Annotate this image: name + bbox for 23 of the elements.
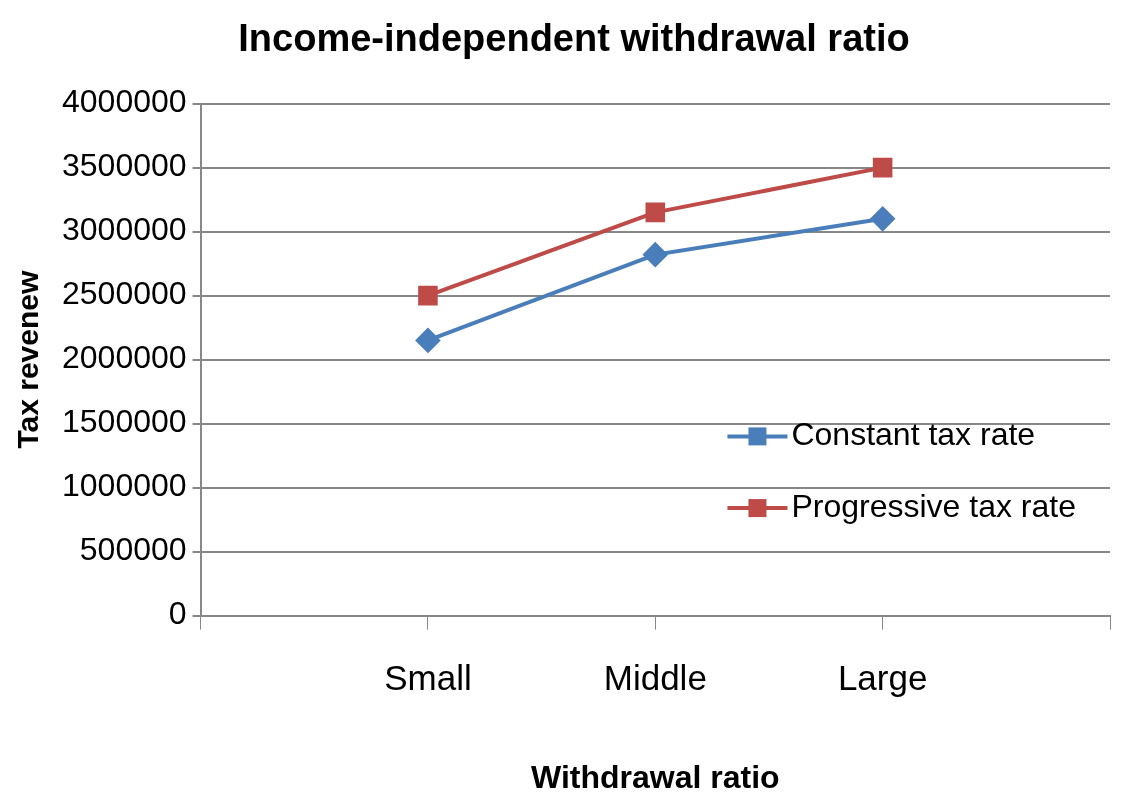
x-tick-label: Small <box>384 658 472 698</box>
y-tick-label: 3000000 <box>62 211 187 248</box>
point <box>418 285 438 306</box>
y-tick-label: 3500000 <box>62 147 187 184</box>
chart-title: Income-independent withdrawal ratio <box>238 17 910 60</box>
legend-label: Progressive tax rate <box>791 487 1076 524</box>
y-tick-label: 500000 <box>79 531 187 568</box>
y-tick-label: 0 <box>168 595 187 632</box>
point <box>870 206 895 231</box>
point <box>415 328 440 353</box>
y-tick-label: 2000000 <box>62 339 187 376</box>
point <box>872 157 893 178</box>
x-axis-title: Withdrawal ratio <box>530 758 780 795</box>
y-tick-label: 1500000 <box>62 403 187 440</box>
point <box>645 202 666 223</box>
y-tick-label: 4000000 <box>62 83 187 120</box>
y-tick-label: 2500000 <box>62 275 187 312</box>
y-axis-title: Tax revenew <box>11 270 45 449</box>
y-tick-label: 1000000 <box>62 467 187 504</box>
x-tick-label: Middle <box>603 658 707 698</box>
x-tick-label: Large <box>837 658 928 698</box>
legend-label: Constant tax rate <box>791 416 1036 453</box>
point <box>643 242 668 267</box>
